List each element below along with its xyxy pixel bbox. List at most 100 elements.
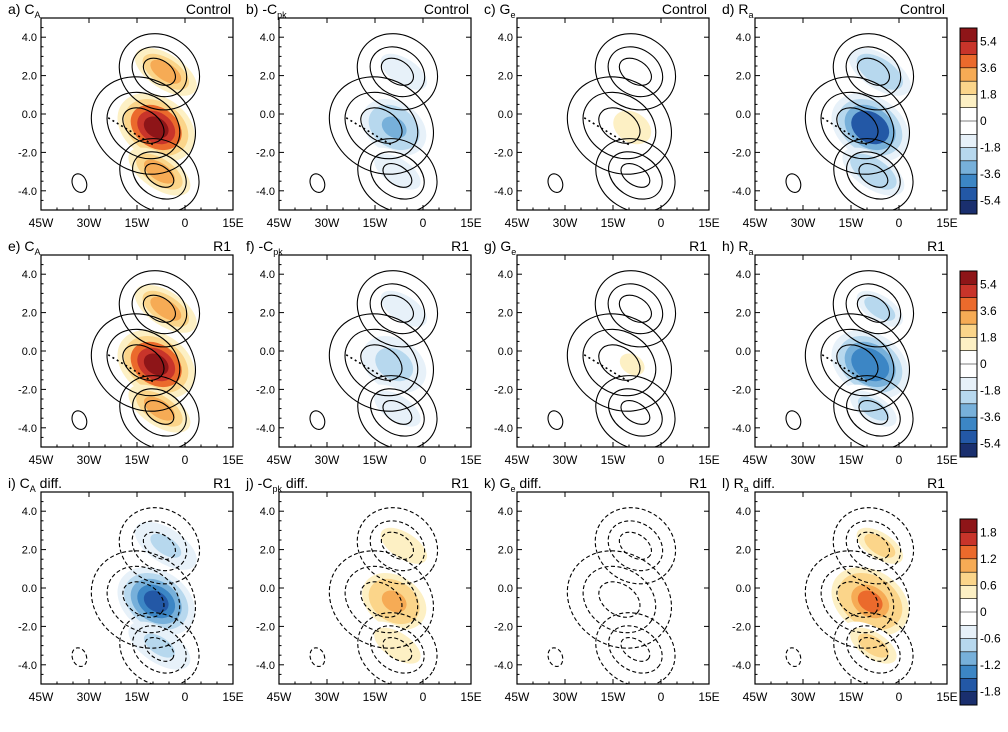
contour-line bbox=[132, 388, 187, 437]
contour-line bbox=[144, 637, 175, 662]
colorbar-tick-label: -1.8 bbox=[980, 141, 1001, 155]
contour-line bbox=[582, 91, 657, 160]
y-tick-label: 0.0 bbox=[498, 583, 513, 595]
contour-line bbox=[832, 270, 915, 348]
contour-line bbox=[594, 507, 677, 585]
shade-lobe bbox=[143, 633, 175, 658]
x-tick-label: 15W bbox=[839, 216, 864, 230]
y-tick-label: -2.0 bbox=[732, 384, 751, 396]
contour-line bbox=[608, 388, 663, 437]
zero-line bbox=[107, 354, 154, 383]
x-tick-label: 15E bbox=[936, 453, 957, 467]
shade-lobe bbox=[150, 533, 182, 558]
colorbar-tick-label: -1.2 bbox=[980, 658, 1001, 672]
x-tick-label: 30W bbox=[315, 690, 340, 704]
contour-line bbox=[598, 581, 641, 618]
contour-line bbox=[360, 581, 403, 618]
contour-line bbox=[369, 46, 426, 98]
panel-field bbox=[547, 33, 677, 210]
contour-line bbox=[856, 531, 890, 560]
colorbar-bin bbox=[960, 430, 977, 445]
panel-field bbox=[71, 33, 201, 210]
panel-title-main: i) C bbox=[8, 475, 30, 491]
colorbar-bin bbox=[960, 612, 977, 626]
panel-title-subscript: e bbox=[511, 247, 516, 257]
contour-line bbox=[547, 647, 564, 668]
y-tick-label: -4.0 bbox=[732, 186, 751, 198]
shade-lobe bbox=[150, 59, 182, 84]
shade-core bbox=[619, 116, 645, 139]
x-tick-label: 15W bbox=[363, 216, 388, 230]
x-tick-label: 0 bbox=[182, 690, 189, 704]
y-tick-label: 4.0 bbox=[736, 32, 751, 44]
colorbar-bin bbox=[960, 390, 977, 405]
colorbar-bin bbox=[960, 147, 977, 162]
contour-line bbox=[119, 612, 200, 684]
panel-run-tag: Control bbox=[186, 1, 231, 17]
contour-line bbox=[845, 46, 902, 98]
contour-line bbox=[620, 637, 651, 662]
panel-field bbox=[309, 270, 439, 447]
contour-line bbox=[118, 270, 201, 348]
colorbar-bin bbox=[960, 638, 977, 653]
x-tick-label: 45W bbox=[743, 453, 768, 467]
contour-line bbox=[608, 625, 663, 674]
y-tick-label: -2.0 bbox=[256, 384, 275, 396]
contour-line bbox=[380, 294, 414, 323]
panel-title: k) Ge diff. bbox=[484, 475, 542, 494]
x-tick-label: 30W bbox=[77, 690, 102, 704]
contour-line bbox=[820, 565, 895, 634]
colorbar-bin bbox=[960, 598, 977, 613]
contour-line bbox=[357, 375, 438, 447]
x-tick-label: 15W bbox=[125, 453, 150, 467]
colorbar-tick-label: 0.6 bbox=[980, 578, 997, 592]
y-tick-label: 4.0 bbox=[260, 506, 275, 518]
y-tick-label: -4.0 bbox=[256, 186, 275, 198]
contour-line bbox=[618, 294, 652, 323]
contour-line bbox=[785, 410, 802, 431]
contour-line bbox=[582, 328, 657, 397]
contour-line bbox=[142, 57, 176, 86]
x-tick-label: 45W bbox=[743, 216, 768, 230]
panel-title-main: k) G bbox=[484, 475, 510, 491]
contour-line bbox=[356, 270, 439, 348]
panel-9: 45W 30W 15W 0 15E 4.0 2.0 0.0 -2.0 -4.0 j) -Cpk di… bbox=[245, 475, 482, 704]
contour-line bbox=[566, 550, 673, 649]
y-tick-label: 2.0 bbox=[736, 71, 751, 83]
contour-line bbox=[595, 375, 676, 447]
colorbar-bin bbox=[960, 324, 977, 338]
colorbar-bin bbox=[960, 337, 977, 352]
shade-core bbox=[381, 590, 407, 613]
contour-line bbox=[820, 328, 895, 397]
colorbar-tick-label: 1.8 bbox=[980, 330, 997, 344]
y-tick-label: -2.0 bbox=[494, 621, 513, 633]
contour-line bbox=[119, 375, 200, 447]
shade-lobe bbox=[864, 533, 896, 558]
y-tick-label: 2.0 bbox=[260, 308, 275, 320]
colorbar-1: 5.4 3.6 1.8 0 -1.8 -3.6 -5.4 bbox=[959, 270, 1001, 458]
shade-core bbox=[381, 353, 407, 376]
y-tick-label: 4.0 bbox=[260, 269, 275, 281]
contour-line bbox=[820, 91, 895, 160]
panel-title-subscript: pk bbox=[277, 10, 287, 20]
colorbar-tick-label: -5.4 bbox=[980, 437, 1001, 451]
shade-core bbox=[143, 590, 169, 613]
x-tick-label: 45W bbox=[743, 690, 768, 704]
x-tick-label: 15W bbox=[601, 216, 626, 230]
y-tick-label: 0.0 bbox=[736, 109, 751, 121]
contour-line bbox=[833, 375, 914, 447]
y-tick-label: -2.0 bbox=[732, 147, 751, 159]
contour-line bbox=[832, 33, 915, 111]
panel-field bbox=[785, 33, 915, 210]
shade-lobe bbox=[857, 396, 889, 421]
contour-line bbox=[618, 531, 652, 560]
y-tick-label: -4.0 bbox=[732, 660, 751, 672]
x-tick-label: 30W bbox=[553, 453, 578, 467]
colorbar-bin bbox=[960, 651, 977, 666]
contour-line bbox=[369, 283, 426, 335]
contour-line bbox=[131, 283, 188, 335]
panel-title: l) Ra diff. bbox=[722, 475, 775, 494]
x-tick-label: 45W bbox=[29, 690, 54, 704]
contour-line bbox=[344, 91, 419, 160]
shade-core bbox=[381, 116, 407, 139]
